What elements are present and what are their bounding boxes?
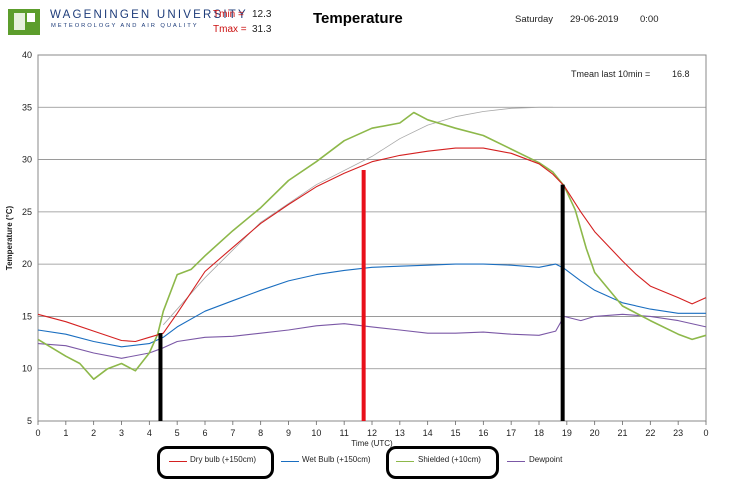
- x-tick-label: 12: [367, 428, 377, 438]
- tmax-value: 31.3: [252, 24, 272, 35]
- legend-swatch-shielded: [396, 461, 414, 463]
- legend-label-wet-bulb: Wet Bulb (+150cm): [302, 455, 371, 464]
- x-tick-label: 13: [395, 428, 405, 438]
- y-tick-label: 30: [22, 155, 32, 165]
- x-tick-label: 0: [703, 428, 708, 438]
- x-tick-label: 14: [423, 428, 433, 438]
- y-tick-label: 10: [22, 364, 32, 374]
- date-label: 29-06-2019: [570, 14, 619, 25]
- y-tick-label: 25: [22, 207, 32, 217]
- department-name: METEOROLOGY AND AIR QUALITY: [51, 23, 199, 29]
- y-axis-title: Temperature (°C): [5, 205, 14, 270]
- legend-swatch-wet-bulb: [281, 461, 299, 463]
- x-tick-label: 2: [91, 428, 96, 438]
- series-line-dewpoint: [37, 313, 707, 359]
- x-tick-label: 1: [63, 428, 68, 438]
- page-title: Temperature: [313, 10, 403, 27]
- tmean-label: Tmean last 10min =: [571, 69, 651, 79]
- tmin-value: 12.3: [252, 9, 272, 20]
- university-logo: [8, 9, 40, 35]
- x-tick-label: 4: [147, 428, 152, 438]
- x-tick-label: 11: [339, 428, 348, 438]
- legend-label-dewpoint: Dewpoint: [529, 455, 563, 464]
- x-tick-label: 16: [478, 428, 488, 438]
- series-line-dry-bulb-150cm: [37, 147, 707, 343]
- series-line-wet-bulb-150cm: [37, 263, 706, 348]
- university-name: WAGENINGEN UNIVERSITY: [50, 9, 248, 21]
- x-tick-label: 3: [119, 428, 124, 438]
- y-tick-label: 20: [22, 259, 32, 269]
- x-tick-label: 22: [645, 428, 655, 438]
- logo-shape-left: [14, 13, 25, 30]
- plot-area: [37, 54, 707, 422]
- y-tick-label: 35: [22, 102, 32, 112]
- x-tick-label: 7: [230, 428, 235, 438]
- x-tick-label: 10: [311, 428, 321, 438]
- x-tick-label: 17: [506, 428, 516, 438]
- legend-label-shielded: Shielded (+10cm): [418, 455, 481, 464]
- x-tick-label: 0: [35, 428, 40, 438]
- series-line-shielded-10cm: [37, 111, 707, 380]
- x-tick-label: 21: [617, 428, 627, 438]
- x-tick-label: 8: [258, 428, 263, 438]
- x-tick-label: 9: [286, 428, 291, 438]
- logo-shape-right: [27, 13, 35, 22]
- x-tick-label: 15: [450, 428, 460, 438]
- tmean-value: 16.8: [672, 69, 690, 79]
- legend-swatch-dewpoint: [507, 461, 525, 463]
- tmin-label: Tmin =: [213, 9, 244, 20]
- y-tick-label: 40: [22, 50, 32, 60]
- legend-swatch-dry-bulb: [169, 461, 187, 463]
- y-tick-label: 5: [27, 416, 32, 426]
- time-label: 0:00: [640, 14, 659, 25]
- x-tick-label: 19: [562, 428, 572, 438]
- x-axis-title: Time (UTC): [351, 439, 393, 448]
- y-tick-label: 15: [22, 311, 32, 321]
- legend-label-dry-bulb: Dry bulb (+150cm): [190, 455, 257, 464]
- x-tick-label: 6: [202, 428, 207, 438]
- x-tick-label: 18: [534, 428, 544, 438]
- day-label: Saturday: [515, 14, 554, 25]
- x-tick-label: 20: [590, 428, 600, 438]
- tmax-label: Tmax =: [213, 24, 247, 35]
- x-tick-label: 23: [673, 428, 683, 438]
- x-tick-label: 5: [175, 428, 180, 438]
